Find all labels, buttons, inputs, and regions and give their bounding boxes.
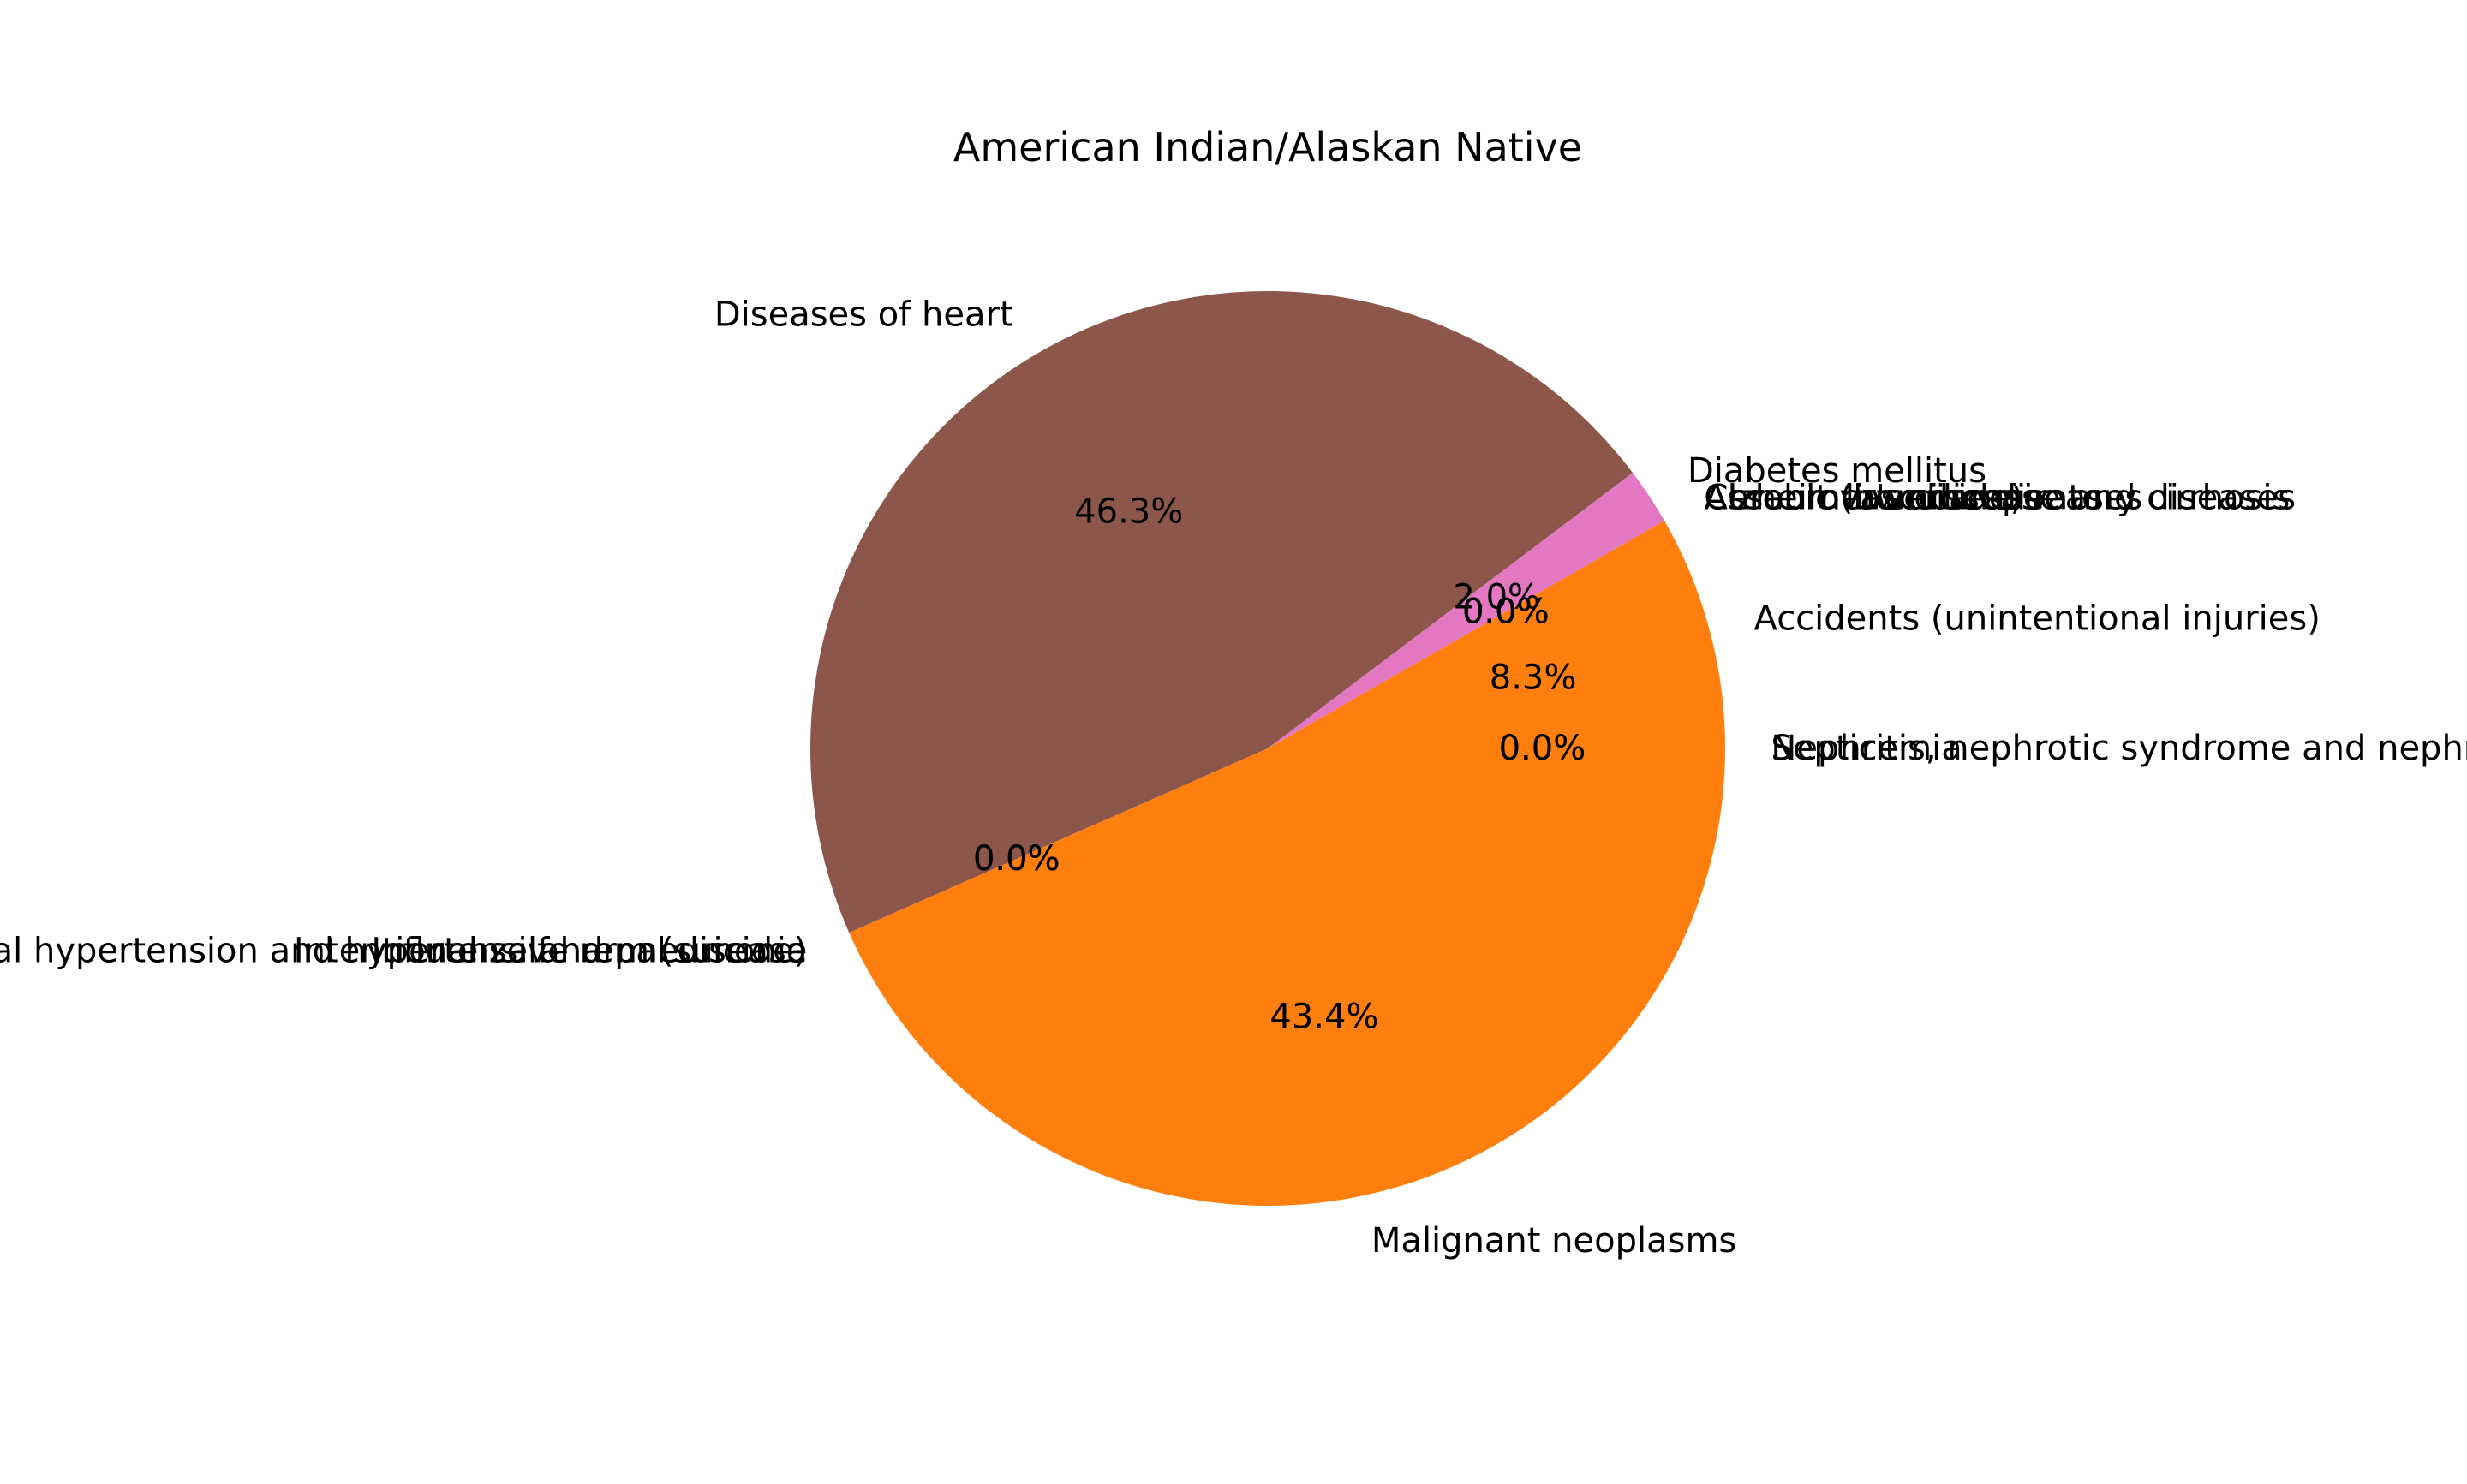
pie-slice-malignant-neoplasms — [849, 748, 1725, 1206]
pie-slice-accidents-unintentional-injuries — [1268, 520, 1725, 748]
pie-category-label-chronic-lower-respiratory-diseases: Chronic lower respiratory diseases — [1704, 478, 2296, 517]
pie-pct-label-chronic-lower-respiratory-diseases: 0.0% — [1462, 592, 1550, 631]
pie-pct-label-assault-homicide: 0.0% — [1462, 592, 1550, 631]
pie-category-label-intentional-self-harm-suicide: Intentional self-harm (suicide) — [294, 932, 808, 971]
pie-slices — [810, 291, 1725, 1206]
chart-title: American Indian/Alaskan Native — [953, 124, 1582, 170]
pie-pct-label-influenza-and-pneumonia: 0.0% — [973, 839, 1060, 879]
pie-pct-label-nephritis-nephrotic-syndrome-and-nephrosis: 0.0% — [1499, 729, 1586, 768]
pie-pct-label-diseases-of-heart: 46.3% — [1074, 492, 1183, 532]
pie-category-label-influenza-and-pneumonia: Influenza and pneumonia — [371, 932, 807, 971]
pie-percent-labels: 8.3%0.0%0.0%0.0%0.0%0.0%2.0%46.3%0.0%0.0… — [973, 492, 1586, 1037]
pie-category-label-chronic-liver-disease-and-cirrhosis: Chronic liver disease and cirrhosis — [1704, 478, 2290, 517]
pie-category-label-assault-homicide: Assault (homicide) — [1704, 478, 2023, 517]
pie-pct-label-alzheimer-s-disease: 0.0% — [1462, 592, 1550, 631]
pie-category-label-essential-hypertension-and-hypertensive-renal-disease: Essential hypertension and hypertensive … — [0, 932, 807, 971]
pie-category-label-diabetes-mellitus: Diabetes mellitus — [1687, 451, 1986, 491]
pie-category-label-diseases-of-heart: Diseases of heart — [714, 295, 1013, 334]
pie-category-label-cerebrovascular-diseases: Cerebrovascular diseases — [1704, 478, 2142, 517]
pie-pct-label-accidents-unintentional-injuries: 8.3% — [1490, 658, 1577, 697]
pie-pct-label-chronic-liver-disease-and-cirrhosis: 0.0% — [1462, 592, 1550, 631]
pie-category-labels: Accidents (unintentional injuries) Alzhei… — [0, 295, 2467, 1260]
pie-category-label-alzheimer-s-disease: Alzheimer's disease — [1704, 478, 2044, 517]
pie-category-label-nephritis-nephrotic-syndrome-and-nephrosis: Nephritis, nephrotic syndrome and nephro… — [1771, 729, 2467, 768]
pie-pct-label-intentional-self-harm-suicide: 0.0% — [973, 839, 1060, 879]
pie-category-label-malignant-neoplasms: Malignant neoplasms — [1371, 1221, 1736, 1261]
pie-slice-diseases-of-heart — [810, 291, 1634, 933]
pie-slice-diabetes-mellitus — [1268, 473, 1665, 748]
pie-pct-label-malignant-neoplasms: 43.4% — [1269, 998, 1378, 1037]
pie-pct-label-diabetes-mellitus: 2.0% — [1453, 577, 1540, 617]
pie-pct-label-essential-hypertension-and-hypertensive-renal-disease: 0.0% — [973, 839, 1060, 879]
pie-pct-label-septicemia: 0.0% — [1499, 729, 1586, 768]
pie-category-label-accidents-unintentional-injuries: Accidents (unintentional injuries) — [1754, 599, 2321, 639]
pie-category-label-septicemia: Septicemia — [1771, 729, 1962, 768]
pie-pct-label-cerebrovascular-diseases: 0.0% — [1462, 592, 1550, 631]
